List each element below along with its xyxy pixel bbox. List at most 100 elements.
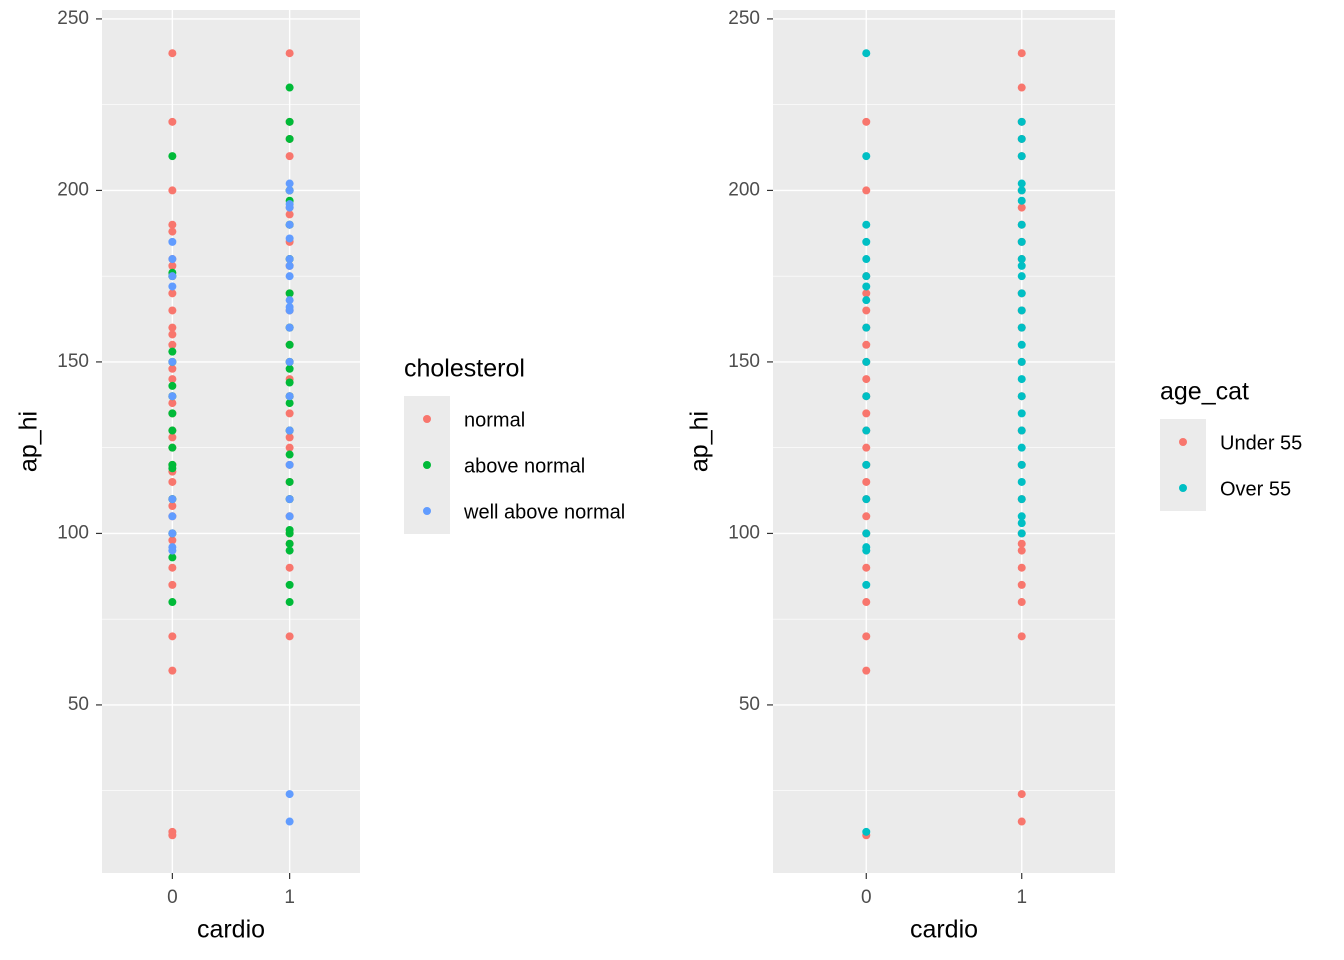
- point: [285, 117, 294, 126]
- point: [168, 220, 177, 229]
- point: [285, 598, 294, 607]
- point: [1017, 392, 1026, 401]
- point: [862, 632, 871, 641]
- point: [168, 347, 177, 356]
- point: [168, 580, 177, 589]
- point: [285, 477, 294, 486]
- point: [168, 323, 177, 332]
- legend-label: normal: [464, 409, 525, 431]
- point: [285, 580, 294, 589]
- point: [285, 433, 294, 442]
- point: [168, 563, 177, 572]
- point: [168, 340, 177, 349]
- y-tick-label: 200: [57, 179, 89, 200]
- point: [1017, 49, 1026, 58]
- point: [285, 203, 294, 212]
- point: [1017, 375, 1026, 384]
- point: [1017, 519, 1026, 528]
- point: [168, 364, 177, 373]
- point: [1017, 117, 1026, 126]
- point: [168, 409, 177, 418]
- point: [862, 495, 871, 504]
- point: [285, 255, 294, 264]
- point: [168, 553, 177, 562]
- point: [1017, 186, 1026, 195]
- point: [862, 272, 871, 281]
- point: [168, 831, 177, 840]
- y-tick-label: 250: [728, 8, 760, 29]
- point: [285, 392, 294, 401]
- point: [285, 378, 294, 387]
- point: [168, 443, 177, 452]
- point: [862, 580, 871, 589]
- point: [1017, 323, 1026, 332]
- x-axis-title: cardio: [197, 916, 265, 944]
- plot-background: [773, 10, 1115, 873]
- point: [285, 790, 294, 799]
- point: [168, 666, 177, 675]
- point: [285, 261, 294, 270]
- point: [862, 512, 871, 521]
- point: [168, 632, 177, 641]
- y-tick-label: 250: [57, 8, 89, 29]
- legend-marker: [423, 461, 431, 469]
- point: [862, 49, 871, 58]
- point: [862, 186, 871, 195]
- y-tick-label: 150: [728, 351, 760, 372]
- point: [285, 357, 294, 366]
- point: [285, 186, 294, 195]
- point: [168, 330, 177, 339]
- point: [168, 357, 177, 366]
- point: [285, 546, 294, 555]
- y-tick-label: 50: [68, 694, 89, 715]
- point: [1017, 261, 1026, 270]
- point: [1017, 495, 1026, 504]
- point: [1017, 340, 1026, 349]
- point: [862, 529, 871, 538]
- point: [285, 364, 294, 373]
- point: [862, 296, 871, 305]
- point: [862, 392, 871, 401]
- point: [285, 210, 294, 219]
- point: [285, 409, 294, 418]
- point: [285, 450, 294, 459]
- panel: 50 100 150 200 250 0 1 cardio ap_hi cholesterol no…: [15, 8, 626, 944]
- point: [1017, 539, 1026, 548]
- point: [168, 282, 177, 291]
- y-tick-label: 100: [57, 522, 89, 543]
- point: [168, 117, 177, 126]
- point: [285, 134, 294, 143]
- point: [168, 399, 177, 408]
- point: [285, 443, 294, 452]
- point: [862, 340, 871, 349]
- point: [862, 827, 871, 836]
- point: [285, 234, 294, 243]
- point: [862, 546, 871, 555]
- x-axis-title: cardio: [910, 916, 978, 944]
- y-axis-title: ap_hi: [15, 411, 43, 472]
- point: [1017, 529, 1026, 538]
- x-tick-label: 0: [861, 887, 872, 908]
- point: [862, 152, 871, 161]
- point: [862, 426, 871, 435]
- point: [1017, 179, 1026, 188]
- point: [168, 375, 177, 384]
- point: [1017, 817, 1026, 826]
- point: [1017, 83, 1026, 92]
- y-tick-label: 150: [57, 351, 89, 372]
- point: [862, 563, 871, 572]
- legend-title: age_cat: [1160, 378, 1249, 406]
- point: [862, 255, 871, 264]
- point: [1017, 237, 1026, 246]
- point: [285, 399, 294, 408]
- point: [1017, 134, 1026, 143]
- point: [168, 536, 177, 545]
- point: [862, 477, 871, 486]
- point: [285, 539, 294, 548]
- point: [1017, 426, 1026, 435]
- point: [168, 306, 177, 315]
- point: [168, 255, 177, 264]
- point: [862, 323, 871, 332]
- point: [862, 306, 871, 315]
